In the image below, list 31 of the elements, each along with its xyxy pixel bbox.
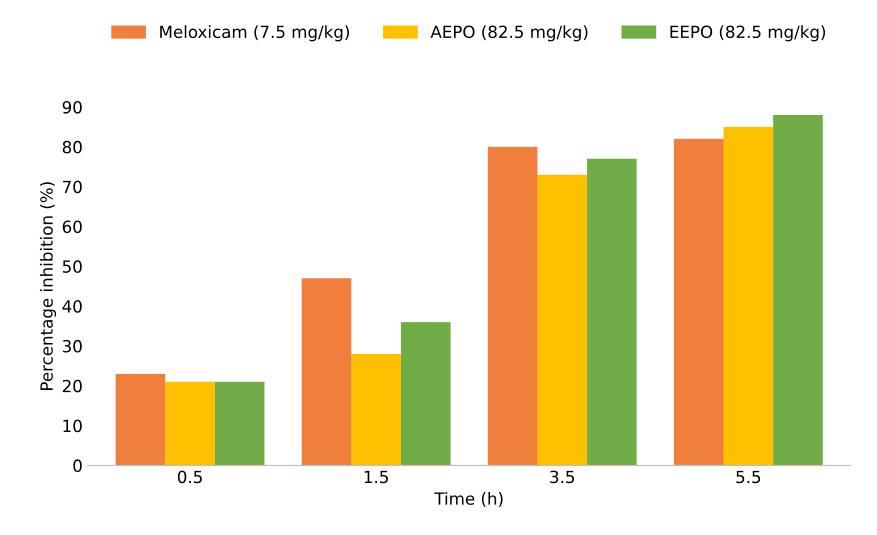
- y-tick-label: 40: [62, 300, 82, 313]
- legend-label: EEPO (82.5 mg/kg): [670, 25, 826, 42]
- bar: [351, 354, 401, 466]
- legend-label: AEPO (82.5 mg/kg): [430, 25, 588, 42]
- y-tick-label: 60: [62, 220, 82, 234]
- y-tick-label: 30: [62, 340, 82, 353]
- bar: [488, 146, 538, 466]
- y-tick-label: 50: [62, 260, 82, 273]
- y-tick-label: 80: [62, 140, 82, 154]
- bar: [587, 158, 637, 466]
- bar: [214, 382, 264, 466]
- bar: [674, 138, 724, 466]
- y-axis-title: Percentage inhibition (%): [40, 182, 56, 390]
- x-axis-title: Time (h): [434, 492, 503, 507]
- x-tick-label: 1.5: [364, 470, 388, 484]
- bar: [116, 374, 166, 466]
- y-tick-label: 0: [73, 459, 82, 472]
- bar: [724, 126, 774, 466]
- bar: [165, 382, 215, 466]
- y-tick-label: 70: [63, 180, 82, 194]
- legend-label: Meloxicam (7.5 mg/kg): [160, 25, 349, 42]
- bar: [537, 174, 588, 466]
- bar: [400, 322, 451, 466]
- x-tick-label: 3.5: [550, 470, 574, 484]
- y-tick-label: 10: [63, 420, 82, 432]
- bar: [302, 278, 352, 466]
- x-tick-label: 5.5: [736, 470, 760, 484]
- y-tick-label: 20: [62, 380, 82, 392]
- x-tick-label: 0.5: [178, 470, 202, 484]
- y-tick-label: 90: [62, 100, 82, 114]
- bar: [773, 114, 823, 466]
